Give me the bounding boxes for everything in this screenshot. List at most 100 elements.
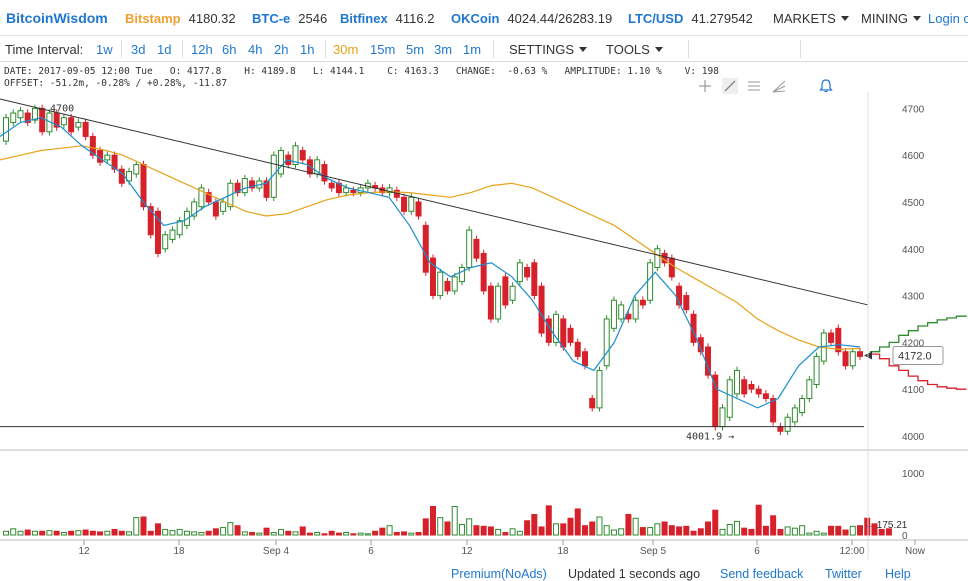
volume-bar [487,526,494,536]
candle-body [328,182,335,189]
candle-body [639,299,646,306]
chevron-down-icon [912,16,921,21]
candle-body [574,341,581,357]
volume-bar [234,525,241,536]
volume-bar [154,523,161,536]
divider [800,40,801,58]
volume-bar [553,523,560,536]
candle-body [97,149,104,163]
candle-body [668,257,675,278]
premium-link[interactable]: Premium(NoAds) [451,567,547,581]
ma-slow-line [0,145,861,351]
volume-bar [538,526,545,536]
volume-bar [3,530,9,536]
candle-body [748,383,755,390]
candle-body [75,121,82,128]
markets-menu-label: MARKETS [773,11,836,26]
candle-body [451,276,458,292]
interval-15m[interactable]: 15m [370,42,396,57]
candle-body [321,164,328,182]
volume-bar [762,525,769,536]
login-link[interactable]: Login o [928,11,968,26]
volume-bar [639,527,646,536]
candle-body [350,189,357,194]
volume-bar [386,525,393,536]
volume-bar [191,531,198,536]
order-depth [870,315,967,390]
interval-2h[interactable]: 2h [274,42,289,57]
trend-line [0,98,869,306]
market-price: 41.279542 [691,11,753,26]
price-chart[interactable]: ← 4700 4001.9 → 4172.0 ← 175.21 4700 4600 450… [0,0,968,562]
candle-body [697,337,704,353]
candle-body [509,285,516,301]
price-tick-label: 4100 [902,385,925,396]
bell-icon[interactable] [819,78,833,93]
candle-body [516,262,523,283]
candle-body [813,355,820,385]
volume-bar [198,532,205,536]
candle-body [198,187,205,208]
volume-bar [256,532,263,536]
volume-bar [372,530,379,536]
chart-annotations: ← 4700 4001.9 → 4172.0 ← 175.21 [38,103,944,531]
crosshair-icon[interactable] [697,78,713,94]
interval-3m[interactable]: 3m [434,42,453,57]
volume-bar [147,530,154,536]
volume-bar [75,530,82,536]
market-ltcusd[interactable]: LTC/USD 41.279542 [628,11,753,26]
feedback-link[interactable]: Send feedback [720,567,804,581]
volume-bar [828,525,835,536]
interval-1m[interactable]: 1m [463,42,482,57]
volume-bar [625,514,632,536]
interval-1h[interactable]: 1h [300,42,315,57]
volume-bar [212,528,219,536]
divider [493,40,494,58]
fan-icon[interactable] [771,78,787,94]
interval-4h[interactable]: 4h [248,42,263,57]
interval-3d[interactable]: 3d [131,42,146,57]
x-tick-label: 18 [173,546,185,557]
twitter-link[interactable]: Twitter [825,567,862,581]
interval-1w[interactable]: 1w [96,42,113,57]
candle-body [502,276,509,306]
candle-body [415,201,422,217]
candle-body [828,332,835,343]
volume-bar [502,532,509,536]
help-link[interactable]: Help [885,567,911,581]
interval-30m[interactable]: 30m [333,42,359,57]
volume-bar [104,530,111,536]
mining-menu[interactable]: MINING [861,11,921,26]
interval-6h[interactable]: 6h [222,42,237,57]
tools-menu[interactable]: TOOLS [606,42,663,57]
interval-5m[interactable]: 5m [406,42,425,57]
market-price: 2546 [298,11,328,26]
volume-bar [560,523,567,536]
candle-body [111,154,118,170]
settings-menu[interactable]: SETTINGS [509,42,588,57]
candle-body [719,407,726,428]
candle-body [531,262,538,297]
volume-bar [118,530,125,536]
candle-body [770,398,777,423]
market-okcoin[interactable]: OKCoin 4024.44/26283.19 [451,11,612,26]
candle-body [589,398,596,409]
candle-body [386,187,393,194]
line-draw-icon[interactable] [722,78,738,94]
market-bitfinex[interactable]: Bitfinex 4116.2 [340,11,434,26]
volume-bar [676,526,683,536]
volume-bar [849,525,856,536]
brand-logo[interactable]: BitcoinWisdom [6,10,108,26]
volume-bar [799,525,806,536]
markets-menu[interactable]: MARKETS [773,11,849,26]
candle-body [191,201,198,217]
top-navigation-bar: BitcoinWisdom Bitstamp 4180.32 BTC-e 2546 … [0,0,968,36]
interval-12h[interactable]: 12h [191,42,213,57]
horizontal-lines-icon[interactable] [746,78,762,94]
interval-1d[interactable]: 1d [157,42,172,57]
x-tick-label: Sep 4 [263,546,290,557]
market-btce[interactable]: BTC-e 2546 [252,11,327,26]
volume-bar [10,528,17,536]
market-bitstamp[interactable]: Bitstamp 4180.32 [125,11,236,26]
volume-bar [777,528,784,536]
